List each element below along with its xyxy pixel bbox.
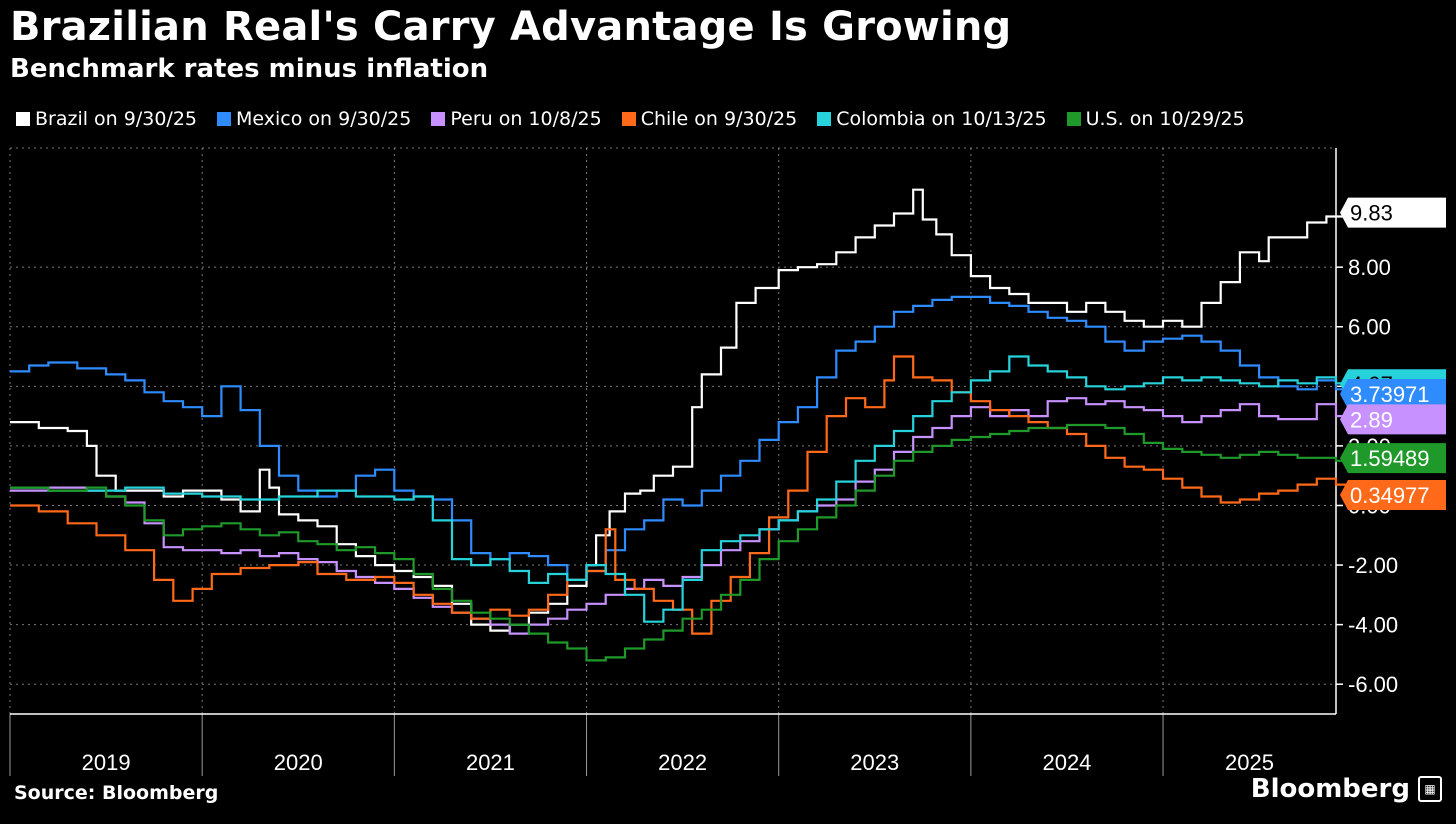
series-line-0 xyxy=(10,188,1347,632)
legend-item-peru: Peru on 10/8/25 xyxy=(431,108,602,130)
end-label-box-1 xyxy=(1340,379,1446,410)
end-label-value-5: 1.59489 xyxy=(1350,446,1430,471)
chart-title: Brazilian Real's Carry Advantage Is Grow… xyxy=(10,4,1012,50)
y-tick-label: -6.00 xyxy=(1348,672,1398,697)
y-tick-label: -2.00 xyxy=(1348,553,1398,578)
end-label-value-1: 3.73971 xyxy=(1350,382,1430,407)
end-label-box-3 xyxy=(1340,480,1446,511)
legend-label-chile: Chile on 9/30/25 xyxy=(640,108,798,130)
brand-logo: Bloomberg ▦ xyxy=(1251,774,1442,804)
legend-swatch-chile xyxy=(621,112,636,126)
x-tick-label: 2019 xyxy=(82,750,131,775)
x-tick-label: 2025 xyxy=(1225,750,1274,775)
x-tick-label: 2022 xyxy=(658,750,707,775)
legend-label-colombia: Colombia on 10/13/25 xyxy=(836,108,1047,130)
x-tick-label: 2021 xyxy=(466,750,515,775)
y-tick-label: -4.00 xyxy=(1348,613,1398,638)
series-line-4 xyxy=(10,355,1347,623)
series-line-5 xyxy=(10,423,1347,662)
series-line-2 xyxy=(10,397,1347,635)
legend-swatch-us xyxy=(1066,112,1081,126)
end-label-value-0: 9.83 xyxy=(1350,201,1393,226)
chart-subtitle: Benchmark rates minus inflation xyxy=(10,54,489,84)
series-line-3 xyxy=(10,355,1347,635)
brand-name: Bloomberg xyxy=(1250,774,1410,804)
end-label-value-3: 0.34977 xyxy=(1350,483,1430,508)
series-line-1 xyxy=(10,295,1347,581)
y-tick-label: 8.00 xyxy=(1348,255,1391,280)
end-label-value-2: 2.89 xyxy=(1350,407,1393,432)
legend-swatch-peru xyxy=(431,112,446,126)
legend-label-us: U.S. on 10/29/25 xyxy=(1085,108,1245,130)
legend-label-brazil: Brazil on 9/30/25 xyxy=(35,108,198,130)
y-tick-label: 6.00 xyxy=(1348,315,1391,340)
end-label-box-2 xyxy=(1340,404,1446,435)
end-label-box-0 xyxy=(1340,197,1446,228)
legend-swatch-brazil xyxy=(16,112,30,126)
legend-item-chile: Chile on 9/30/25 xyxy=(621,108,798,130)
source-note: Source: Bloomberg xyxy=(14,782,219,804)
x-tick-label: 2020 xyxy=(274,750,323,775)
end-label-box-5 xyxy=(1340,443,1446,474)
legend-swatch-colombia xyxy=(817,112,832,126)
legend-item-colombia: Colombia on 10/13/25 xyxy=(817,108,1047,130)
legend-label-mexico: Mexico on 9/30/25 xyxy=(236,108,412,130)
legend-item-us: U.S. on 10/29/25 xyxy=(1066,108,1245,130)
legend-label-peru: Peru on 10/8/25 xyxy=(450,108,602,130)
legend-swatch-mexico xyxy=(217,112,232,126)
x-tick-label: 2024 xyxy=(1042,750,1091,775)
legend-item-brazil: Brazil on 9/30/25 xyxy=(16,108,197,130)
legend: Brazil on 9/30/25 Mexico on 9/30/25 Peru… xyxy=(16,108,1245,130)
x-tick-label: 2023 xyxy=(850,750,899,775)
bloomberg-terminal-icon: ▦ xyxy=(1418,776,1442,802)
legend-item-mexico: Mexico on 9/30/25 xyxy=(217,108,411,130)
